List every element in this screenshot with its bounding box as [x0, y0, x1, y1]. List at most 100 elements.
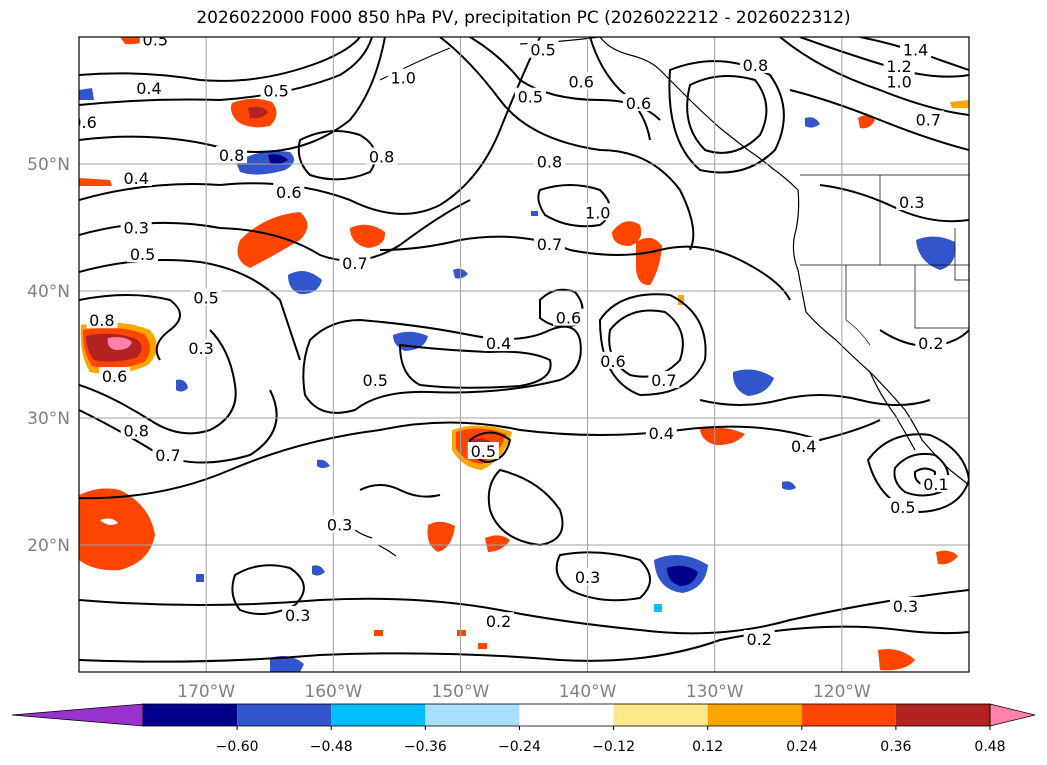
contour-label: 0.5	[890, 498, 915, 517]
contour-label-bg	[359, 370, 391, 388]
precip-blob	[100, 518, 118, 525]
precip-blob	[196, 574, 204, 582]
precip-blob	[667, 565, 698, 586]
colorbar-tick-label: −0.36	[404, 739, 447, 755]
contour-label: 0.5	[130, 245, 155, 264]
precip-blob	[950, 100, 969, 108]
precip-blob	[878, 649, 915, 671]
contour-label-bg	[339, 254, 371, 272]
contour-label: 0.3	[123, 219, 148, 238]
precip-blob	[485, 535, 510, 552]
contour-label: 0.2	[746, 630, 771, 649]
contour-label: 0.4	[486, 334, 511, 353]
contour-label-bg	[900, 40, 932, 58]
political-borders	[800, 174, 969, 346]
precip-blob	[636, 237, 662, 286]
contour-label: 0.6	[568, 72, 593, 91]
contour-label: 1.0	[886, 72, 911, 91]
north-american-coast	[599, 37, 969, 486]
contour-label-bg	[597, 351, 629, 369]
contour-label-bg	[185, 339, 217, 357]
precip-blob	[176, 379, 188, 392]
contour-label: 1.0	[390, 69, 415, 88]
colorbar-segment	[237, 704, 332, 726]
contour-label-bg	[133, 78, 165, 96]
contour-label: 0.3	[285, 606, 310, 625]
pv-contour	[537, 184, 611, 228]
precip-blob	[288, 271, 322, 295]
pv-contour	[779, 37, 969, 116]
pv-contour	[79, 294, 181, 361]
colorbar-tick-label: 0.36	[880, 739, 911, 755]
contour-label-bg	[645, 424, 677, 442]
longitude-labels: 170°W 160°W 150°W 140°W 130°W 120°W	[177, 682, 871, 702]
contour-label-bg	[915, 334, 947, 352]
contour-labels: 0.50.4 0.51.00.50.50.60.60.81.41.21.00.70…	[71, 31, 952, 649]
map-title: 2026022000 F000 850 hPa PV, precipitatio…	[196, 8, 851, 28]
colorbar-segment	[613, 704, 708, 726]
contour-label-bg	[152, 445, 184, 463]
lat-label: 30°N	[27, 409, 70, 429]
lon-label: 150°W	[432, 682, 490, 702]
lon-label: 130°W	[686, 682, 744, 702]
contour-label-bg	[120, 218, 152, 236]
contour-label: 0.1	[923, 475, 948, 494]
precip-blob	[237, 212, 308, 268]
contour-label: 0.5	[471, 442, 496, 461]
pv-contour	[379, 235, 791, 301]
precip-blob	[858, 115, 875, 129]
colorbar-tick-label: −0.24	[498, 739, 541, 755]
precip-blob	[612, 221, 642, 246]
pv-contour	[79, 389, 278, 464]
colorbar-segment	[519, 704, 614, 726]
contour-label-bg	[553, 308, 584, 326]
colorbar-segment	[707, 704, 802, 726]
contour-label-bg	[743, 629, 775, 647]
contour-label: 0.8	[369, 147, 394, 166]
pv-contour	[79, 329, 237, 435]
precip-blob	[654, 604, 662, 612]
contour-label: 0.4	[123, 169, 148, 188]
pv-contour	[668, 60, 785, 174]
contour-label-bg	[86, 311, 118, 329]
state-border	[800, 175, 969, 329]
contour-label-bg	[883, 72, 915, 90]
precip-blob	[457, 630, 466, 636]
colorbar-tick-label: −0.48	[310, 739, 353, 755]
contour-label-bg	[467, 442, 499, 460]
contour-label: 0.6	[71, 113, 96, 132]
map-area: 0.50.4 0.51.00.50.50.60.60.81.41.21.00.70…	[71, 31, 970, 673]
contour-label-bg	[582, 203, 614, 221]
contour-label-bg	[127, 245, 159, 263]
pv-contour	[297, 130, 377, 181]
contour-label-bg	[139, 37, 171, 48]
lon-label: 120°W	[813, 682, 871, 702]
contour-label-bg	[324, 515, 356, 533]
contour-label-bg	[887, 497, 919, 515]
colorbar-segment	[143, 704, 238, 726]
contour-label: 0.5	[363, 371, 388, 390]
precip-blob	[317, 459, 330, 468]
contour-label-bg	[366, 147, 398, 165]
contour-label-bg	[533, 235, 565, 253]
contour-label: 1.0	[585, 203, 610, 222]
contour-label: 0.3	[188, 339, 213, 358]
contour-label: 0.7	[537, 235, 562, 254]
contour-label: 0.5	[530, 41, 555, 60]
contour-label: 0.5	[143, 31, 168, 50]
contour-label: 0.8	[123, 422, 148, 441]
pv-contour	[79, 37, 361, 82]
contour-label-bg	[896, 193, 928, 211]
pv-contour	[789, 89, 969, 151]
lon-label: 170°W	[177, 682, 235, 702]
contour-label: 0.8	[537, 152, 562, 171]
contour-label-bg	[79, 113, 100, 131]
contour-label: 0.6	[626, 94, 651, 113]
precip-blob	[312, 565, 325, 576]
pv-contour	[598, 293, 707, 397]
contour-label-bg	[622, 94, 654, 112]
contour-label-bg	[282, 605, 314, 623]
lat-label: 20°N	[27, 536, 70, 556]
contour-label-bg	[572, 567, 604, 585]
